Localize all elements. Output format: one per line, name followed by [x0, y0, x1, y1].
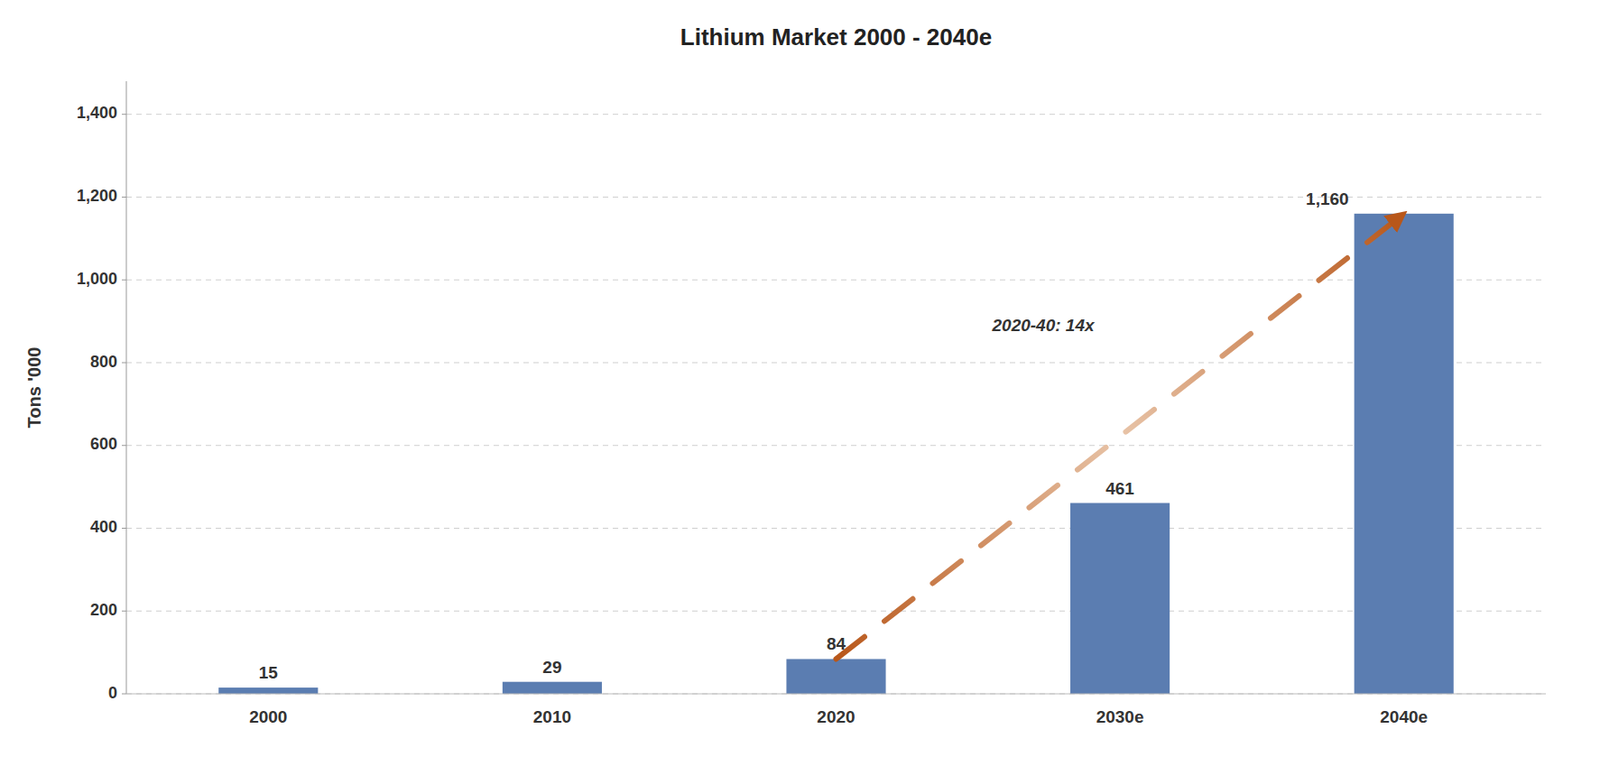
y-tick-label: 0	[108, 684, 118, 703]
y-tick-label: 200	[90, 601, 118, 620]
data-label: 84	[826, 634, 847, 654]
growth-arrow	[836, 213, 1405, 660]
arrow-group	[836, 213, 1405, 660]
x-axis	[126, 693, 1546, 694]
bars	[218, 213, 1454, 694]
y-axis	[126, 81, 128, 694]
y-tick	[121, 527, 127, 529]
y-tick	[121, 113, 127, 115]
y-tick-label: 1,200	[76, 186, 118, 205]
y-tick-label: 1,400	[76, 103, 118, 122]
y-tick-label: 400	[90, 517, 118, 537]
grid-line	[126, 113, 1546, 115]
y-tick	[121, 444, 127, 446]
grid-line	[126, 279, 1546, 281]
grid-line	[126, 610, 1546, 612]
y-tick-label: 600	[90, 434, 118, 454]
y-tick	[121, 196, 127, 198]
grid	[126, 114, 1546, 694]
grid-line	[126, 693, 1546, 695]
x-tick-label: 2000	[249, 707, 287, 727]
title: Lithium Market 2000 - 2040e	[680, 23, 992, 51]
y-ticks: 0 200 400 600 800 1,000 1,200 1,400	[76, 103, 127, 702]
grid-line	[126, 527, 1546, 529]
annotation: 2020-40: 14x	[991, 315, 1096, 335]
x-tick-label: 2020	[816, 707, 855, 727]
bar	[1070, 503, 1170, 694]
chart: Lithium Market 2000 - 2040e 0 200 400 600 800…	[0, 0, 1600, 766]
y-tick	[121, 361, 127, 363]
grid-line	[126, 361, 1546, 363]
x-tick-label: 2010	[533, 707, 572, 727]
y-tick-label: 800	[90, 352, 118, 371]
data-label: 461	[1105, 479, 1135, 499]
data-label: 15	[258, 663, 279, 683]
y-tick-label: 1,000	[76, 269, 118, 288]
data-label: 1,160	[1305, 189, 1350, 209]
bar	[786, 658, 886, 694]
y-tick	[121, 610, 127, 612]
bar	[1354, 213, 1454, 694]
data-label: 29	[542, 657, 562, 677]
x-tick-label: 2040e	[1379, 707, 1428, 727]
y-tick	[121, 693, 127, 695]
y-tick	[121, 279, 127, 281]
bar	[502, 682, 602, 694]
x-tick-label: 2030e	[1096, 707, 1145, 727]
bar	[218, 687, 318, 694]
grid-line	[126, 444, 1546, 446]
y-label: Tons '000	[24, 347, 45, 429]
